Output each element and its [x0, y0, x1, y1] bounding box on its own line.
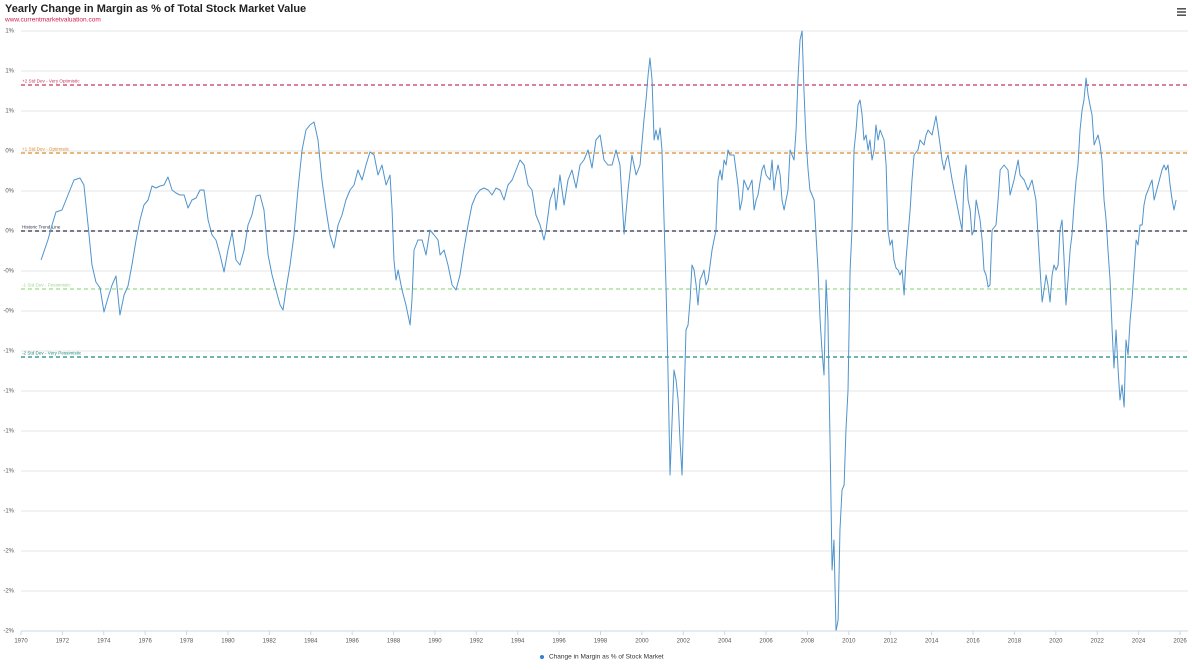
y-tick-label: 1%	[5, 29, 14, 35]
x-tick-label: 1994	[511, 639, 525, 645]
legend-label: Change in Margin as % of Stock Market	[549, 654, 664, 661]
x-tick-label: 2008	[801, 639, 815, 645]
chart-subtitle: www.currentmarketvaluation.com	[4, 17, 101, 24]
plot-line-label: +1 Std Dev - Optimistic	[22, 147, 70, 152]
y-tick-label: -1%	[3, 389, 14, 395]
x-tick-label: 2010	[842, 639, 856, 645]
x-tick-label: 1998	[594, 639, 608, 645]
y-tick-label: -2%	[3, 549, 14, 555]
x-tick-label: 1992	[470, 639, 484, 645]
y-tick-label: -1%	[3, 429, 14, 435]
y-tick-label: -0%	[3, 309, 14, 315]
plot-line-label: -2 Std Dev - Very Pessimistic	[22, 351, 82, 356]
x-tick-label: 1984	[304, 639, 318, 645]
x-tick-label: 2012	[884, 639, 898, 645]
x-tick-label: 2006	[759, 639, 773, 645]
legend[interactable]: Change in Margin as % of Stock Market	[540, 654, 664, 661]
x-tick-label: 1986	[345, 639, 359, 645]
y-tick-label: -1%	[3, 349, 14, 355]
y-tick-label: -0%	[3, 269, 14, 275]
plot-line-label: Historic Trend Line	[22, 225, 61, 230]
data-line	[40, 30, 1177, 632]
plot-line-label: +2 Std Dev - Very Optimistic	[22, 79, 80, 84]
x-tick-label: 1988	[387, 639, 401, 645]
x-tick-label: 2026	[1173, 639, 1187, 645]
y-tick-label: 0%	[5, 189, 14, 195]
x-tick-label: 1974	[97, 639, 111, 645]
x-tick-label: 1980	[221, 639, 235, 645]
x-tick-label: 2020	[1049, 639, 1063, 645]
x-tick-label: 1972	[56, 639, 70, 645]
x-tick-label: 1976	[138, 639, 152, 645]
plot-line-label: -1 Std Dev - Pessimistic	[22, 283, 71, 288]
x-tick-label: 2002	[677, 639, 691, 645]
y-tick-label: 0%	[5, 229, 14, 235]
x-tick-label: 1978	[180, 639, 194, 645]
y-tick-label: -1%	[3, 509, 14, 515]
y-tick-label: 1%	[5, 109, 14, 115]
y-tick-label: 1%	[5, 69, 14, 75]
axes: 1% 1% 1% 0% 0% 0% -0% -0% -1% -1% -1% -1% -1% -2% -2% -…	[3, 29, 1188, 645]
y-tick-label: -1%	[3, 469, 14, 475]
x-tick-label: 2022	[1091, 639, 1105, 645]
x-tick-label: 2004	[718, 639, 732, 645]
y-tick-label: 0%	[5, 149, 14, 155]
x-tick-label: 2018	[1008, 639, 1022, 645]
legend-marker	[540, 655, 544, 659]
menu-bar	[1177, 11, 1186, 13]
chart-title: Yearly Change in Margin as % of Total St…	[5, 3, 306, 15]
y-tick-label: -2%	[3, 589, 14, 595]
x-tick-label: 2016	[966, 639, 980, 645]
plot-lines: +2 Std Dev - Very Optimistic +1 Std Dev -…	[21, 79, 1188, 358]
menu-bar	[1177, 8, 1186, 10]
x-tick-label: 2014	[925, 639, 939, 645]
x-tick-label: 1982	[263, 639, 277, 645]
x-tick-label: 2024	[1132, 639, 1146, 645]
x-tick-label: 1990	[428, 639, 442, 645]
series-layer	[40, 30, 1177, 632]
x-tick-label: 1996	[552, 639, 566, 645]
x-tick-label: 2000	[635, 639, 649, 645]
x-tick-label: 1970	[14, 639, 28, 645]
menu-bar	[1177, 14, 1186, 16]
y-tick-label: -2%	[3, 629, 14, 635]
menu-button[interactable]	[1177, 8, 1186, 16]
